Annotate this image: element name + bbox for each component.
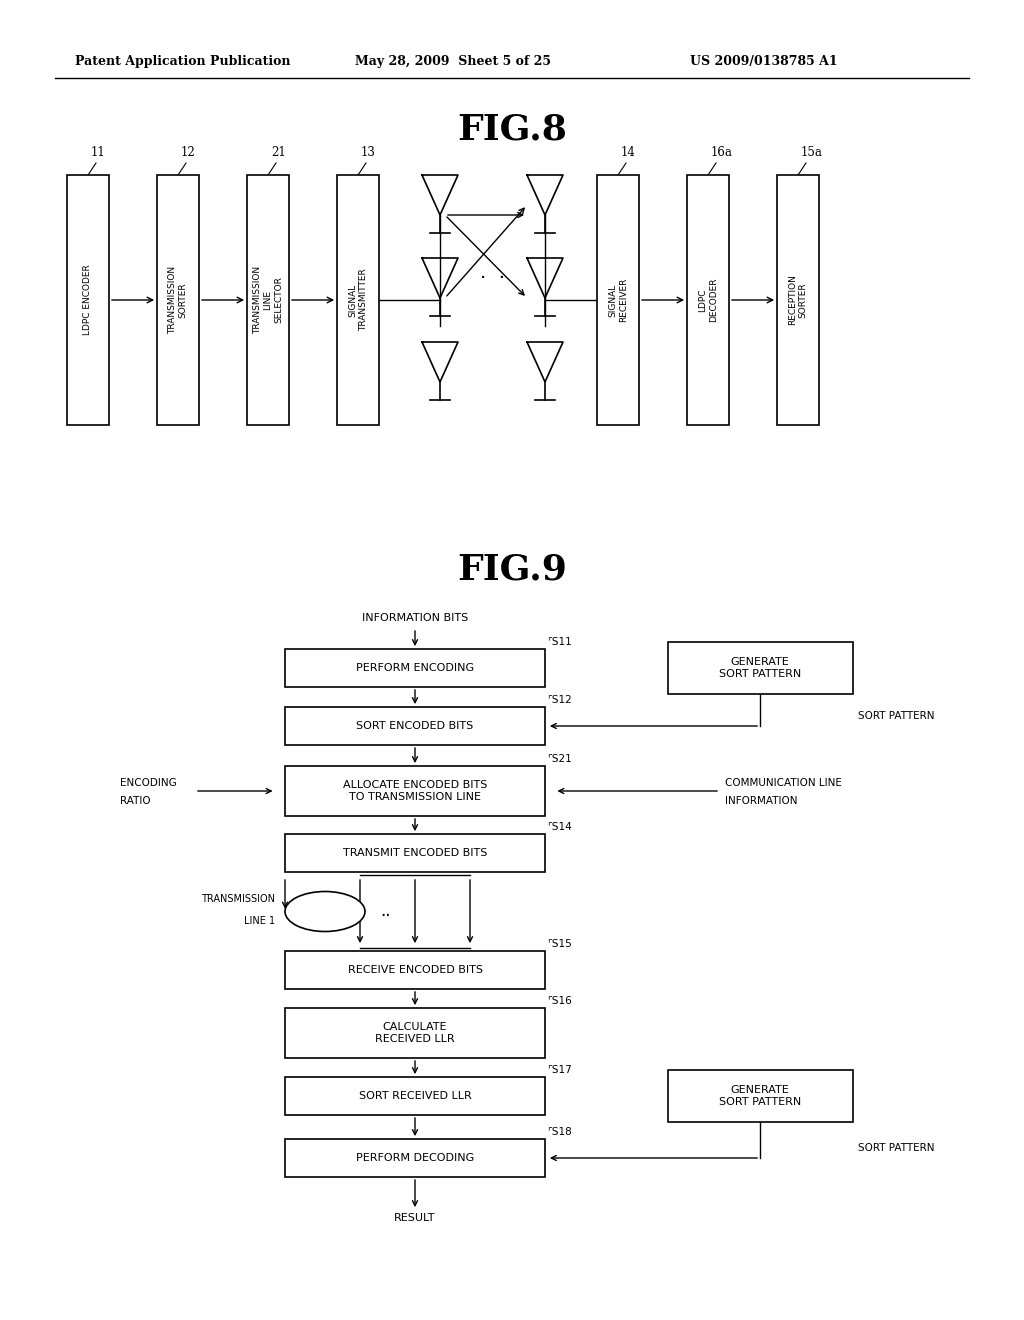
Text: CALCULATE
RECEIVED LLR: CALCULATE RECEIVED LLR bbox=[375, 1022, 455, 1044]
Text: TRANSMISSION
SORTER: TRANSMISSION SORTER bbox=[168, 265, 187, 334]
Text: TRANSMISSION: TRANSMISSION bbox=[201, 895, 275, 904]
Text: SORT RECEIVED LLR: SORT RECEIVED LLR bbox=[358, 1092, 471, 1101]
Text: 15a: 15a bbox=[801, 147, 823, 160]
Text: ⌜S16: ⌜S16 bbox=[547, 997, 571, 1006]
Text: Patent Application Publication: Patent Application Publication bbox=[75, 55, 291, 69]
Text: TRANSMIT ENCODED BITS: TRANSMIT ENCODED BITS bbox=[343, 847, 487, 858]
Text: 11: 11 bbox=[91, 147, 105, 160]
Text: 13: 13 bbox=[361, 147, 376, 160]
Text: GENERATE
SORT PATTERN: GENERATE SORT PATTERN bbox=[719, 1085, 801, 1106]
Bar bbox=[337, 176, 379, 425]
Text: RATIO: RATIO bbox=[120, 796, 151, 807]
Text: FIG.8: FIG.8 bbox=[457, 114, 567, 147]
Text: RECEPTION
SORTER: RECEPTION SORTER bbox=[788, 275, 808, 326]
Text: FIG.9: FIG.9 bbox=[457, 553, 567, 587]
Text: GENERATE
SORT PATTERN: GENERATE SORT PATTERN bbox=[719, 657, 801, 678]
Text: INFORMATION BITS: INFORMATION BITS bbox=[361, 612, 468, 623]
Ellipse shape bbox=[285, 891, 365, 932]
Text: ENCODING: ENCODING bbox=[120, 777, 177, 788]
Bar bbox=[285, 1139, 545, 1177]
Bar bbox=[687, 176, 729, 425]
Text: LINE 1: LINE 1 bbox=[244, 916, 275, 927]
Text: LDPC ENCODER: LDPC ENCODER bbox=[84, 264, 92, 335]
Text: SIGNAL
RECEIVER: SIGNAL RECEIVER bbox=[608, 277, 628, 322]
Text: LDPC
DECODER: LDPC DECODER bbox=[698, 277, 718, 322]
Text: ⌜S11: ⌜S11 bbox=[547, 638, 571, 647]
Bar bbox=[668, 1071, 853, 1122]
Text: SORT ENCODED BITS: SORT ENCODED BITS bbox=[356, 721, 474, 731]
Text: SORT PATTERN: SORT PATTERN bbox=[857, 1143, 934, 1152]
Text: ⌜S15: ⌜S15 bbox=[547, 939, 571, 949]
Text: PERFORM DECODING: PERFORM DECODING bbox=[356, 1152, 474, 1163]
Bar bbox=[285, 950, 545, 989]
Text: COMMUNICATION LINE: COMMUNICATION LINE bbox=[725, 777, 842, 788]
Text: 12: 12 bbox=[181, 147, 196, 160]
Bar bbox=[285, 1077, 545, 1115]
Text: INFORMATION: INFORMATION bbox=[725, 796, 798, 807]
Text: May 28, 2009  Sheet 5 of 25: May 28, 2009 Sheet 5 of 25 bbox=[355, 55, 551, 69]
Bar bbox=[597, 176, 639, 425]
Bar bbox=[67, 176, 109, 425]
Bar bbox=[285, 708, 545, 744]
Text: ALLOCATE ENCODED BITS
TO TRANSMISSION LINE: ALLOCATE ENCODED BITS TO TRANSMISSION LI… bbox=[343, 780, 487, 801]
Text: SIGNAL
TRANSMITTER: SIGNAL TRANSMITTER bbox=[348, 269, 368, 331]
Bar bbox=[668, 642, 853, 694]
Text: 14: 14 bbox=[621, 147, 636, 160]
Text: ⌜S12: ⌜S12 bbox=[547, 696, 571, 705]
Bar bbox=[777, 176, 819, 425]
Bar bbox=[285, 649, 545, 686]
Bar bbox=[247, 176, 289, 425]
Text: ⌜S17: ⌜S17 bbox=[547, 1065, 571, 1074]
Text: US 2009/0138785 A1: US 2009/0138785 A1 bbox=[690, 55, 838, 69]
Text: ⌜S14: ⌜S14 bbox=[547, 822, 571, 832]
Bar bbox=[157, 176, 199, 425]
Text: ·  ·: · · bbox=[479, 268, 505, 288]
Text: 16a: 16a bbox=[711, 147, 733, 160]
Text: SORT PATTERN: SORT PATTERN bbox=[857, 711, 934, 721]
Text: PERFORM ENCODING: PERFORM ENCODING bbox=[356, 663, 474, 673]
Text: ⌜S21: ⌜S21 bbox=[547, 754, 571, 764]
Text: RECEIVE ENCODED BITS: RECEIVE ENCODED BITS bbox=[347, 965, 482, 975]
Text: RESULT: RESULT bbox=[394, 1213, 436, 1224]
Bar bbox=[285, 834, 545, 873]
Text: ..: .. bbox=[380, 903, 390, 920]
Bar bbox=[285, 766, 545, 816]
Text: 21: 21 bbox=[271, 147, 286, 160]
Text: ⌜S18: ⌜S18 bbox=[547, 1127, 571, 1137]
Text: TRANSMISSION
LINE
SELECTOR: TRANSMISSION LINE SELECTOR bbox=[253, 265, 283, 334]
Bar bbox=[285, 1008, 545, 1059]
